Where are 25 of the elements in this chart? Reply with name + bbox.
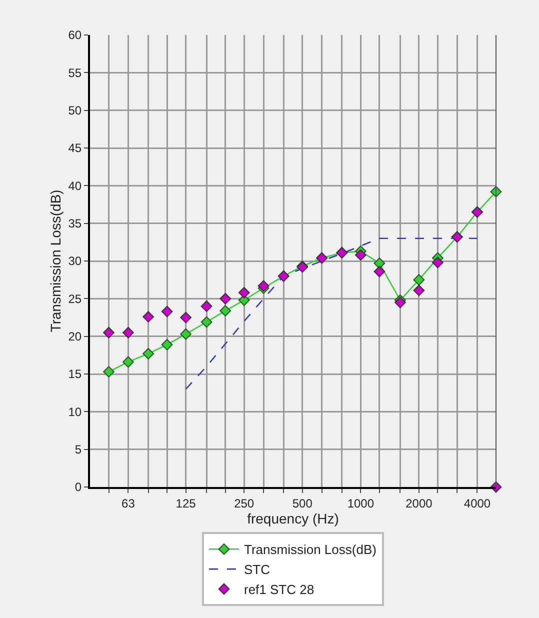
legend-label: ref1 STC 28 [244, 582, 314, 598]
y-tick-label: 60 [68, 28, 82, 42]
y-tick-label: 20 [68, 330, 82, 344]
y-tick-label: 30 [68, 254, 82, 268]
y-axis-title: Transmission Loss(dB) [47, 190, 64, 332]
y-tick-label: 25 [68, 292, 82, 306]
x-tick-label: 250 [234, 496, 254, 510]
x-tick-label: 4000 [464, 496, 491, 510]
x-tick-label: 125 [176, 496, 196, 510]
y-tick-label: 40 [68, 178, 82, 193]
y-tick-label: 10 [68, 404, 82, 419]
legend-label: Transmission Loss(dB) [244, 542, 376, 558]
legend-label: STC [244, 562, 270, 578]
y-tick-label: 45 [68, 141, 82, 156]
x-tick-label: 1000 [347, 496, 374, 510]
x-tick-label: 2000 [406, 496, 433, 510]
y-tick-label: 15 [68, 367, 82, 382]
x-axis-title: frequency (Hz) [247, 510, 339, 526]
y-tick-label: 55 [68, 66, 82, 80]
y-tick-label: 5 [74, 442, 82, 457]
y-tick-label: 0 [74, 480, 82, 494]
x-tick-label: 500 [292, 496, 313, 510]
y-tick-label: 50 [68, 104, 82, 118]
y-tick-label: 35 [68, 216, 82, 231]
x-tick-label: 63 [122, 496, 136, 510]
